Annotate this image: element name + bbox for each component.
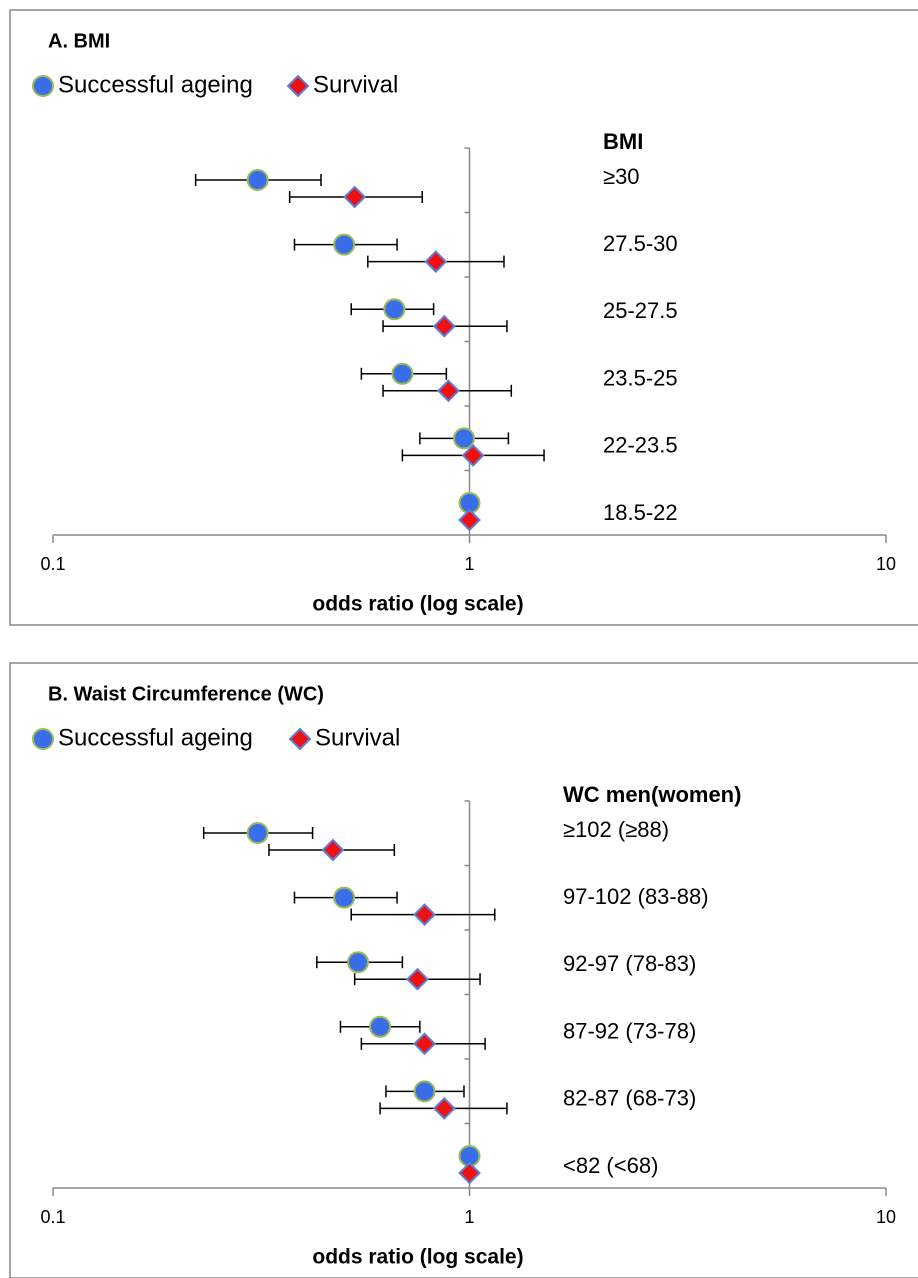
panel-border [9, 662, 918, 1278]
point [343, 185, 367, 209]
x-tick-label: 0.1 [40, 1207, 65, 1227]
point [461, 443, 485, 467]
point [333, 886, 356, 909]
category-header: BMI [603, 129, 643, 154]
category-label: 23.5-25 [603, 365, 678, 390]
point [413, 1032, 436, 1056]
category-label: 82-87 (68-73) [563, 1086, 696, 1111]
category-label: 27.5-30 [603, 231, 678, 256]
legend-marker [32, 728, 54, 750]
x-tick-label: 1 [464, 554, 474, 574]
x-axis-title: odds ratio (log scale) [312, 593, 523, 616]
point [432, 1096, 456, 1120]
panel-title: A. BMI [48, 30, 110, 52]
point [347, 951, 370, 974]
panel-border [9, 9, 918, 626]
category-label: 92-97 (78-83) [563, 951, 696, 976]
panel-title: B. Waist Circumference (WC) [48, 683, 324, 705]
legend-marker [286, 74, 310, 98]
category-label: ≥102 (≥88) [563, 817, 669, 842]
point [458, 1161, 481, 1185]
point [383, 298, 406, 321]
legend-label: Successful ageing [58, 71, 253, 98]
point [452, 427, 475, 450]
point [246, 822, 269, 844]
category-label: 25-27.5 [603, 298, 678, 323]
point [424, 250, 448, 274]
point [413, 903, 436, 927]
x-tick-label: 10 [876, 554, 896, 574]
category-label: 87-92 (73-78) [563, 1018, 696, 1043]
point [369, 1015, 392, 1038]
point [406, 967, 429, 991]
x-axis-title: odds ratio (log scale) [312, 1246, 523, 1269]
point [458, 508, 481, 532]
x-tick-label: 10 [876, 1207, 896, 1227]
legend-label: Successful ageing [58, 724, 253, 751]
panel: A. BMI Successful ageing Survival 0.1 1 10 odd… [9, 9, 918, 626]
point [246, 169, 269, 191]
category-label: <82 (<68) [563, 1153, 658, 1178]
legend-marker [32, 75, 54, 97]
x-tick-label: 1 [464, 1207, 474, 1227]
category-header: WC men(women) [563, 782, 741, 807]
legend-marker [288, 727, 312, 751]
point [391, 362, 414, 385]
category-label: 97-102 (83-88) [563, 884, 709, 909]
point [321, 838, 345, 862]
legend-label: Survival [315, 724, 400, 751]
category-label: 22-23.5 [603, 433, 678, 458]
point [333, 233, 356, 256]
x-tick-label: 0.1 [40, 554, 65, 574]
panel: B. Waist Circumference (WC) Successful ag… [9, 662, 918, 1278]
legend-label: Survival [313, 71, 398, 98]
point [432, 314, 456, 338]
category-label: ≥30 [603, 164, 640, 189]
point [437, 379, 460, 403]
point [413, 1080, 436, 1103]
category-label: 18.5-22 [603, 500, 678, 525]
